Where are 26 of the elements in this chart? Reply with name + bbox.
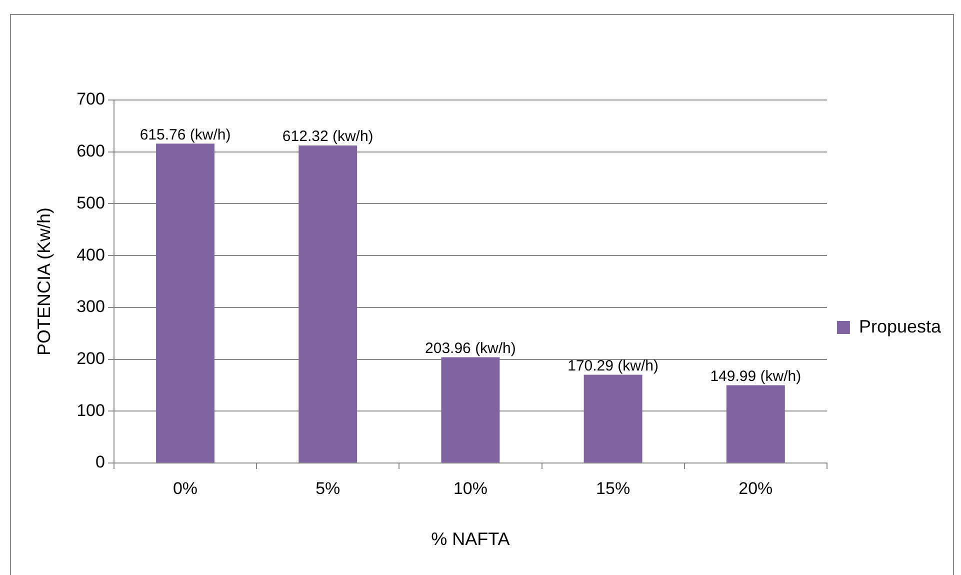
y-tick-label: 200 bbox=[76, 348, 105, 368]
x-tick-label: 5% bbox=[316, 478, 340, 498]
y-tick-label: 400 bbox=[76, 245, 105, 264]
y-tick-label: 700 bbox=[76, 90, 105, 109]
bar bbox=[584, 374, 642, 462]
data-label: 170.29 (kw/h) bbox=[568, 357, 658, 374]
x-tick-label: 20% bbox=[738, 478, 773, 498]
y-tick-label: 500 bbox=[76, 193, 105, 212]
data-label: 612.32 (kw/h) bbox=[282, 128, 374, 146]
y-tick-label: 300 bbox=[76, 297, 105, 316]
x-axis-title: % NAFTA bbox=[431, 529, 510, 550]
bar bbox=[726, 385, 785, 462]
data-label: 203.96 (kw/h) bbox=[425, 340, 516, 357]
y-tick-label: 600 bbox=[76, 142, 105, 161]
y-tick-label: 100 bbox=[76, 400, 105, 420]
y-tick-label: 0 bbox=[95, 452, 105, 472]
bar bbox=[441, 357, 500, 462]
bar bbox=[156, 144, 214, 462]
x-tick-label: 15% bbox=[596, 478, 630, 498]
legend-label: Propuesta bbox=[858, 316, 942, 336]
x-tick-label: 10% bbox=[453, 478, 488, 498]
data-label: 149.99 (kw/h) bbox=[710, 368, 802, 385]
y-axis-title: POTENCIA (Kw/h) bbox=[34, 207, 54, 356]
bar bbox=[298, 145, 358, 462]
x-tick-label: 0% bbox=[172, 478, 198, 498]
data-label: 615.76 (kw/h) bbox=[140, 126, 231, 144]
